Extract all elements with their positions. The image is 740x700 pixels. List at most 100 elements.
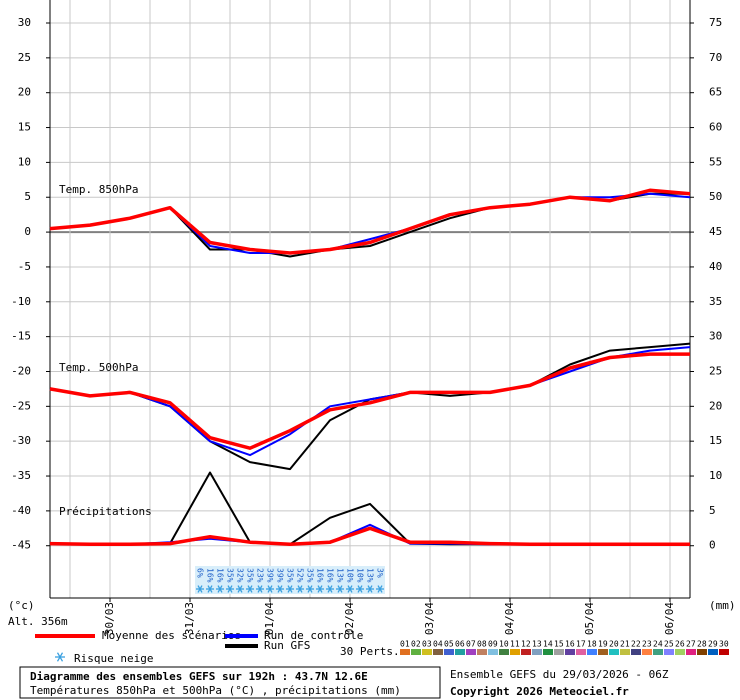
snowflake-stroke xyxy=(357,585,363,593)
member-number: 20 xyxy=(609,640,619,649)
panel-label: Précipitations xyxy=(59,505,152,518)
snowflake-stroke xyxy=(207,585,213,593)
member-swatch xyxy=(510,649,520,655)
x-tick-label: 03/04 xyxy=(423,602,436,635)
y-tick-label: 5 xyxy=(24,190,31,203)
member-swatch xyxy=(433,649,443,655)
x-tick-label: 06/04 xyxy=(663,602,676,635)
snowflake-stroke xyxy=(257,585,263,593)
member-swatch xyxy=(444,649,454,655)
member-swatch xyxy=(697,649,707,655)
y-tick-label: 0 xyxy=(24,225,31,238)
x-tick-label: 05/04 xyxy=(583,602,596,635)
y-tick-label: -35 xyxy=(11,469,31,482)
snowflake-stroke xyxy=(197,585,203,593)
member-number: 29 xyxy=(708,640,718,649)
member-number: 03 xyxy=(422,640,432,649)
member-swatch xyxy=(631,649,641,655)
member-number: 25 xyxy=(664,640,674,649)
snowflake-icon xyxy=(206,585,214,593)
member-number: 02 xyxy=(411,640,421,649)
y2-tick-label: 70 xyxy=(709,51,722,64)
member-number: 28 xyxy=(697,640,707,649)
snowflake-stroke xyxy=(56,652,64,662)
x-tick-label: 01/04 xyxy=(263,602,276,635)
y2-tick-label: 10 xyxy=(709,469,722,482)
y2-tick-label: 30 xyxy=(709,330,722,343)
member-swatch xyxy=(642,649,652,655)
snow-risk-label: 23% xyxy=(256,568,265,583)
member-number: 14 xyxy=(543,640,553,649)
snowflake-icon xyxy=(266,585,274,593)
member-number: 06 xyxy=(455,640,465,649)
series-line xyxy=(49,188,691,255)
snowflake-icon xyxy=(326,585,334,593)
snowflake-stroke xyxy=(297,585,303,593)
y-tick-label: -10 xyxy=(11,295,31,308)
y-tick-label: 30 xyxy=(18,16,31,29)
snow-risk-label: 32% xyxy=(236,568,245,583)
series-line xyxy=(49,346,691,457)
x-tick-label: 30/03 xyxy=(103,602,116,635)
y2-tick-label: 40 xyxy=(709,260,722,273)
y2-tick-label: 60 xyxy=(709,121,722,134)
member-swatch xyxy=(653,649,663,655)
snow-risk-label: 10% xyxy=(346,568,355,583)
snowflake-icon xyxy=(356,585,364,593)
legend-label: Moyenne des scénarios xyxy=(102,629,241,642)
member-number: 27 xyxy=(686,640,696,649)
snowflake-icon xyxy=(346,585,354,593)
member-swatch xyxy=(411,649,421,655)
y-tick-label: 25 xyxy=(18,51,31,64)
y-tick-label: -30 xyxy=(11,434,31,447)
y-tick-label: -40 xyxy=(11,504,31,517)
snowflake-stroke xyxy=(247,585,253,593)
member-number: 21 xyxy=(620,640,630,649)
snowflake-icon xyxy=(376,585,384,593)
snowflake-icon xyxy=(286,585,294,593)
snowflake-stroke xyxy=(277,585,283,593)
snow-risk-label: 13% xyxy=(336,568,345,583)
member-swatch xyxy=(543,649,553,655)
member-number: 23 xyxy=(642,640,652,649)
snowflake-icon xyxy=(256,585,264,593)
member-swatch xyxy=(422,649,432,655)
snow-risk-label: 35% xyxy=(286,568,295,583)
member-swatch xyxy=(576,649,586,655)
snowflake-stroke xyxy=(377,585,383,593)
snowflake-stroke xyxy=(367,585,373,593)
snowflake-stroke xyxy=(337,585,343,593)
y2-tick-label: 0 xyxy=(709,539,716,552)
member-number: 09 xyxy=(488,640,498,649)
member-number: 04 xyxy=(433,640,443,649)
y-tick-label: -45 xyxy=(11,539,31,552)
footer-run: Ensemble GEFS du 29/03/2026 - 06Z xyxy=(450,668,669,681)
snow-risk-label: 52% xyxy=(296,568,305,583)
snowflake-stroke xyxy=(227,585,233,593)
x-tick-label: 02/04 xyxy=(343,602,356,635)
snow-risk-label: 39% xyxy=(266,568,275,583)
altitude: Alt. 356m xyxy=(8,615,68,628)
snowflake-icon xyxy=(236,585,244,593)
member-number: 15 xyxy=(554,640,564,649)
member-swatch xyxy=(598,649,608,655)
y-tick-label: -5 xyxy=(18,260,31,273)
snow-risk-label: 10% xyxy=(356,568,365,583)
y-tick-label: 15 xyxy=(18,121,31,134)
footer-subtitle: Températures 850hPa et 500hPa (°C) , pré… xyxy=(30,684,401,697)
snowflake-stroke xyxy=(217,585,223,593)
member-number: 26 xyxy=(675,640,685,649)
y2-tick-label: 75 xyxy=(709,16,722,29)
member-swatch xyxy=(499,649,509,655)
snow-risk-label: 35% xyxy=(226,568,235,583)
y2-tick-label: 65 xyxy=(709,86,722,99)
snow-risk-label: 13% xyxy=(366,568,375,583)
snowflake-stroke xyxy=(267,585,273,593)
y-tick-label: -25 xyxy=(11,399,31,412)
y2-tick-label: 55 xyxy=(709,155,722,168)
member-swatch xyxy=(565,649,575,655)
member-swatch xyxy=(664,649,674,655)
member-number: 08 xyxy=(477,640,487,649)
legend-label: Run GFS xyxy=(264,639,310,652)
